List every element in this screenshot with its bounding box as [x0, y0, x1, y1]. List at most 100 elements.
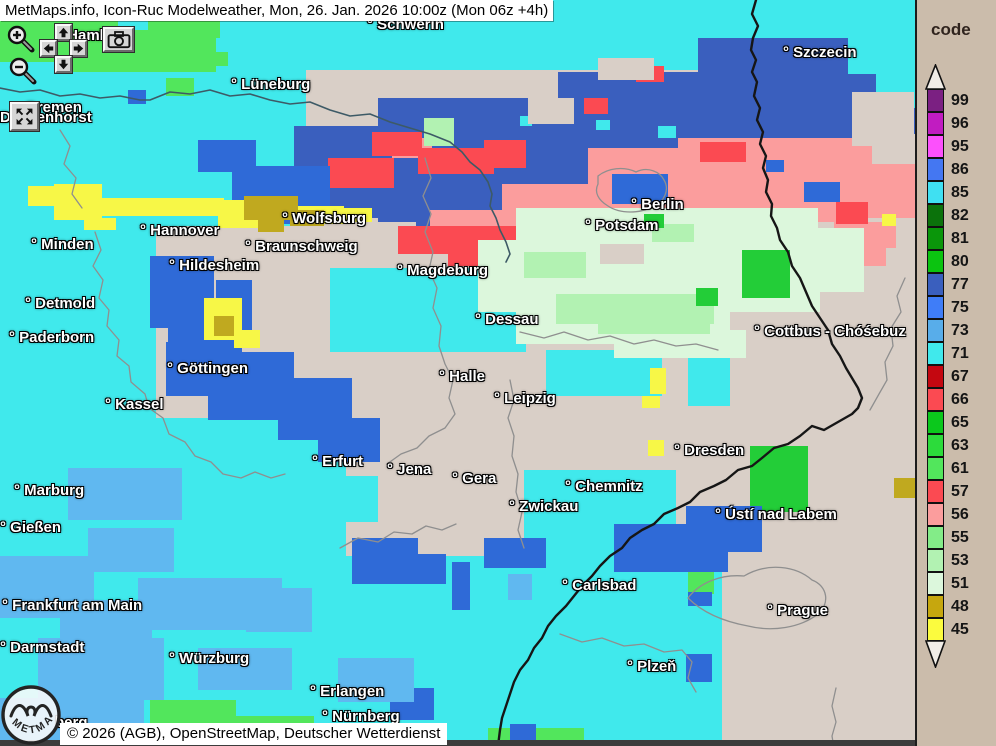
- legend-code: 81: [951, 229, 969, 247]
- weather-cell-48: [244, 196, 298, 220]
- arrow-down-icon: [58, 59, 69, 70]
- legend-swatch: [927, 617, 944, 641]
- weather-cell-48: [258, 218, 284, 232]
- legend-swatch: [927, 341, 944, 365]
- legend-code: 96: [951, 114, 969, 132]
- legend-row: 55: [917, 525, 969, 549]
- window-bottom-edge: [0, 740, 996, 746]
- weather-cell-71: [0, 222, 156, 424]
- weather-cell-71: [596, 120, 610, 130]
- weather-cell-51: [778, 228, 864, 292]
- pan-down-button[interactable]: [55, 56, 72, 73]
- weather-cell-48: [894, 478, 915, 498]
- state-borders: [59, 129, 906, 746]
- legend-code: 71: [951, 344, 969, 362]
- weather-cell-45: [642, 396, 660, 408]
- pan-right-button[interactable]: [70, 40, 87, 57]
- weather-cell-land: [600, 244, 644, 264]
- weather-cell-57: [418, 148, 494, 174]
- legend-code: 56: [951, 505, 969, 523]
- weather-cell-75: [804, 182, 840, 202]
- river-line: [0, 87, 511, 263]
- camera-icon: [107, 30, 130, 48]
- attribution-bar[interactable]: © 2026 (AGB), OpenStreetMap, Deutscher W…: [60, 723, 448, 745]
- legend-row: 53: [917, 548, 969, 572]
- zoom-out-button[interactable]: [8, 56, 38, 86]
- legend-swatch: [927, 479, 944, 503]
- weather-cell-80: [644, 214, 664, 228]
- zoom-in-icon: [7, 25, 35, 53]
- legend-code: 73: [951, 321, 969, 339]
- weather-cell-45: [234, 330, 260, 348]
- weather-cell-73: [60, 600, 152, 650]
- legend-code: 99: [951, 91, 969, 109]
- weather-cell-73: [338, 658, 414, 702]
- pan-left-button[interactable]: [40, 40, 57, 57]
- weather-cell-45: [648, 440, 664, 456]
- weather-cell-71: [520, 116, 532, 126]
- weather-cell-73: [88, 528, 174, 572]
- weather-cell-45: [84, 218, 116, 230]
- legend-swatch: [927, 295, 944, 319]
- weather-cell-53: [598, 310, 710, 334]
- weather-cell-71: [336, 476, 378, 522]
- legend-row: 99: [917, 88, 969, 112]
- legend-code: 53: [951, 551, 969, 569]
- legend-title: code: [931, 20, 971, 39]
- legend-code: 63: [951, 436, 969, 454]
- legend-swatch: [927, 571, 944, 595]
- weather-cell-80: [742, 250, 790, 298]
- legend-code: 77: [951, 275, 969, 293]
- legend-row: 61: [917, 456, 969, 480]
- legend-swatch: [927, 134, 944, 158]
- legend-swatch: [927, 157, 944, 181]
- weather-cell-71: [658, 126, 676, 138]
- weather-cell-75: [352, 538, 418, 584]
- weather-cell-73: [508, 574, 532, 600]
- weather-cell-75: [166, 342, 216, 396]
- legend-row: 73: [917, 318, 969, 342]
- legend-panel: code 99 96 95 86 85 82 81 80 77 75 73 71 67 66 65 63 61 5…: [915, 0, 996, 746]
- weather-cell-75: [510, 724, 536, 744]
- country-border: [496, 0, 864, 746]
- legend-swatch: [927, 456, 944, 480]
- legend-swatch: [927, 364, 944, 388]
- weather-cell-57: [426, 238, 444, 248]
- weather-cell-45: [882, 214, 896, 226]
- arrow-up-icon: [58, 27, 69, 38]
- pan-up-button[interactable]: [55, 24, 72, 41]
- legend-code: 75: [951, 298, 969, 316]
- legend-code: 82: [951, 206, 969, 224]
- weather-cell-73: [198, 648, 292, 690]
- legend-row: 63: [917, 433, 969, 457]
- metmaps-logo-icon: METMAPS: [0, 675, 61, 745]
- weather-cell-48: [214, 316, 234, 336]
- weather-cell-75: [612, 174, 668, 204]
- expand-arrows-icon: [16, 108, 33, 125]
- legend-swatch: [927, 525, 944, 549]
- weather-cell-45: [650, 368, 666, 394]
- legend-row: 80: [917, 249, 969, 273]
- legend-row: 96: [917, 111, 969, 135]
- weather-cell-57: [700, 142, 746, 162]
- weather-cell-80: [696, 288, 718, 306]
- weather-cell-61: [688, 572, 714, 594]
- weather-cell-75: [688, 592, 712, 606]
- legend-arrow-up-icon: [925, 64, 946, 90]
- fullscreen-button[interactable]: [10, 102, 39, 131]
- legend-swatch: [927, 180, 944, 204]
- snapshot-button[interactable]: [103, 27, 134, 52]
- weather-overlay: [0, 0, 915, 746]
- legend-row: 51: [917, 571, 969, 595]
- weather-cell-75: [128, 90, 146, 104]
- legend-row: 57: [917, 479, 969, 503]
- zoom-in-button[interactable]: [6, 24, 36, 54]
- legend-code: 67: [951, 367, 969, 385]
- legend-swatch: [927, 318, 944, 342]
- weather-cell-45: [98, 198, 224, 216]
- weather-cell-57: [484, 140, 526, 168]
- legend-row: 77: [917, 272, 969, 296]
- metmaps-logo: METMAPS: [0, 675, 62, 746]
